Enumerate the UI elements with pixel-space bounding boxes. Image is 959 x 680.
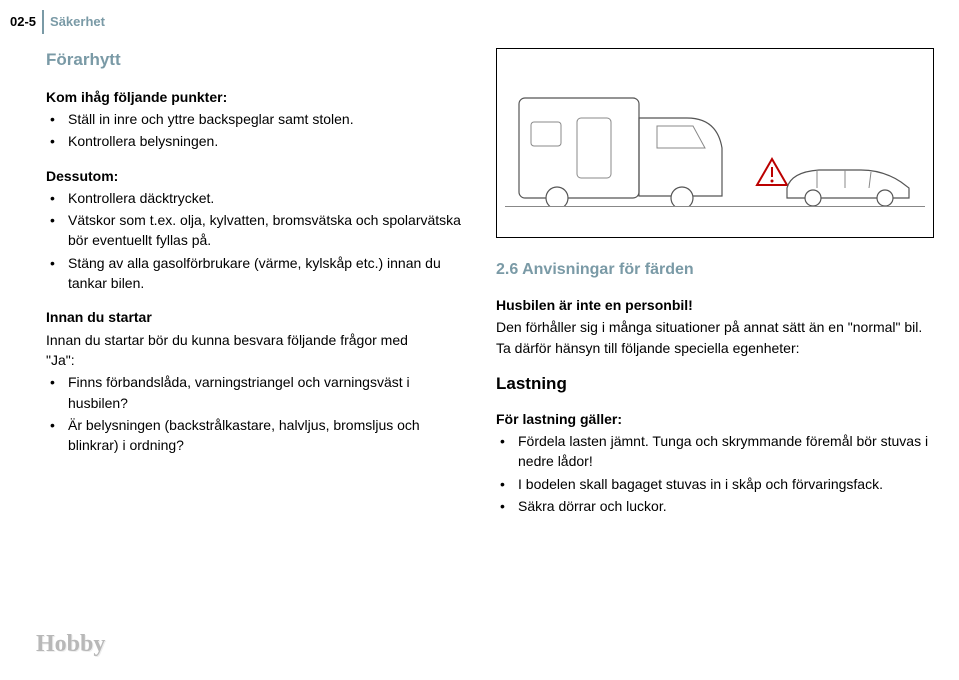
illustration-frame bbox=[496, 48, 934, 238]
page-number: 02-5 bbox=[10, 13, 36, 32]
remember-list: Ställ in inre och yttre backspeglar samt… bbox=[46, 109, 466, 152]
also-list: Kontrollera däcktrycket. Vätskor som t.e… bbox=[46, 188, 466, 293]
loading-lead: För lastning gäller: bbox=[496, 409, 934, 429]
loading-title: Lastning bbox=[496, 372, 934, 397]
before-intro-line1: Innan du startar bör du kunna besvara fö… bbox=[46, 330, 466, 350]
car-icon bbox=[783, 158, 913, 206]
section-title: Säkerhet bbox=[50, 13, 105, 32]
list-item: Säkra dörrar och luckor. bbox=[496, 496, 934, 516]
page-header: 02-5 Säkerhet bbox=[10, 10, 934, 34]
list-item: I bodelen skall bagaget stuvas in i skåp… bbox=[496, 474, 934, 494]
left-heading: Förarhytt bbox=[46, 48, 466, 73]
list-item: Vätskor som t.ex. olja, kylvatten, broms… bbox=[46, 210, 466, 251]
list-item: Kontrollera belysningen. bbox=[46, 131, 466, 151]
brand-logo: Hobby bbox=[36, 627, 105, 662]
list-item: Ställ in inre och yttre backspeglar samt… bbox=[46, 109, 466, 129]
before-lead: Innan du startar bbox=[46, 307, 466, 327]
ground-line bbox=[505, 206, 925, 207]
list-item: Fördela lasten jämnt. Tunga och skrymman… bbox=[496, 431, 934, 472]
before-block: Innan du startar Innan du startar bör du… bbox=[46, 307, 466, 455]
header-divider bbox=[42, 10, 44, 34]
content-columns: Förarhytt Kom ihåg följande punkter: Stä… bbox=[10, 48, 934, 530]
list-item: Är belysningen (backstrålkastare, halvlj… bbox=[46, 415, 466, 456]
note-bold: Husbilen är inte en personbil! bbox=[496, 295, 934, 315]
right-section-title: 2.6 Anvisningar för färden bbox=[496, 258, 934, 281]
also-lead: Dessutom: bbox=[46, 166, 466, 186]
right-column: 2.6 Anvisningar för färden Husbilen är i… bbox=[496, 48, 934, 530]
loading-list: Fördela lasten jämnt. Tunga och skrymman… bbox=[496, 431, 934, 516]
note-text: Den förhåller sig i många situationer på… bbox=[496, 317, 934, 358]
before-list: Finns förbandslåda, varningstriangel och… bbox=[46, 372, 466, 455]
list-item: Stäng av alla gasolförbrukare (värme, ky… bbox=[46, 253, 466, 294]
motorhome-icon bbox=[517, 88, 727, 206]
left-column: Förarhytt Kom ihåg följande punkter: Stä… bbox=[46, 48, 466, 530]
remember-lead: Kom ihåg följande punkter: bbox=[46, 87, 466, 107]
list-item: Kontrollera däcktrycket. bbox=[46, 188, 466, 208]
before-intro-line2: "Ja": bbox=[46, 350, 466, 370]
list-item: Finns förbandslåda, varningstriangel och… bbox=[46, 372, 466, 413]
